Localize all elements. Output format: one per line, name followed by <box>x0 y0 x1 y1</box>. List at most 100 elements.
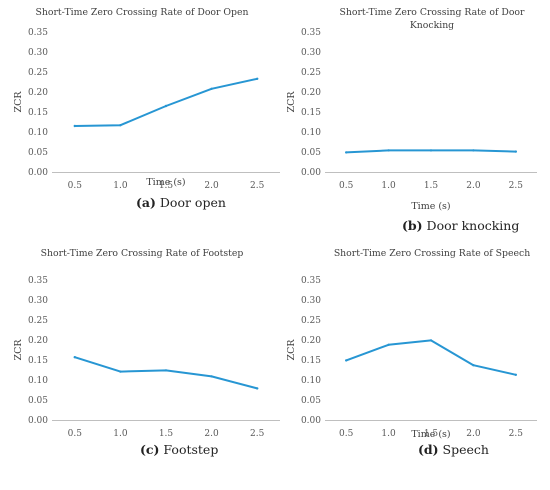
x-tick-label: 2.5 <box>250 181 265 191</box>
data-point <box>210 375 213 378</box>
caption-text: Door open <box>156 195 226 210</box>
panel-caption: (b) Door knocking <box>402 218 519 233</box>
chart-panel-3: Short-Time Zero Crossing Rate of Footste… <box>13 248 280 457</box>
data-point <box>429 149 433 152</box>
data-point <box>256 77 259 81</box>
data-point <box>387 343 390 346</box>
caption-letter: (b) <box>402 218 423 233</box>
x-tick-label: 0.5 <box>68 181 83 191</box>
x-tick-label: 2.0 <box>204 181 219 191</box>
y-tick-label: 0.05 <box>301 148 321 158</box>
series-line <box>345 339 517 376</box>
data-point <box>429 339 433 342</box>
y-tick-label: 0.00 <box>28 168 48 178</box>
chart-title-line: Short-Time Zero Crossing Rate of Door Op… <box>36 7 249 18</box>
data-point <box>514 150 517 153</box>
y-tick-label: 0.00 <box>28 416 48 426</box>
x-tick-label: 2.5 <box>509 181 524 191</box>
x-tick-label: 1.0 <box>381 429 396 439</box>
data-point <box>73 356 77 359</box>
data-point <box>73 124 77 128</box>
x-tick-label: 0.5 <box>68 429 83 439</box>
chart-title-line: Short-Time Zero Crossing Rate of Speech <box>334 248 530 259</box>
data-point <box>164 369 168 372</box>
data-point <box>472 364 475 367</box>
x-tick-label: 2.0 <box>466 181 481 191</box>
x-tick-label: 1.0 <box>113 429 128 439</box>
x-axis-label: Time (s) <box>411 429 450 440</box>
data-point <box>119 370 122 373</box>
y-tick-label: 0.00 <box>301 168 321 178</box>
panel-caption: (c) Footstep <box>140 442 218 457</box>
chart-panel-1: Short-Time Zero Crossing Rate of Door Op… <box>13 7 280 210</box>
x-tick-label: 0.5 <box>339 181 354 191</box>
y-tick-label: 0.10 <box>301 128 321 138</box>
y-tick-label: 0.15 <box>28 108 48 118</box>
y-tick-label: 0.25 <box>301 68 321 78</box>
x-tick-label: 1.0 <box>113 181 128 191</box>
chart-title-line: Short-Time Zero Crossing Rate of Door <box>340 7 526 18</box>
series-line <box>73 77 259 127</box>
data-point <box>345 359 348 362</box>
x-axis-label: Time (s) <box>146 177 185 188</box>
caption-text: Footstep <box>159 442 218 457</box>
y-tick-label: 0.15 <box>301 356 321 366</box>
x-axis-label: Time (s) <box>411 201 450 212</box>
y-axis-label: ZCR <box>13 91 24 113</box>
y-tick-label: 0.30 <box>301 296 321 306</box>
data-point <box>210 87 213 91</box>
series-line <box>73 356 259 390</box>
caption-letter: (d) <box>418 442 439 457</box>
y-tick-label: 0.30 <box>28 48 48 58</box>
y-axis-label: ZCR <box>13 339 24 361</box>
y-tick-label: 0.20 <box>28 336 48 346</box>
x-tick-label: 1.5 <box>159 181 174 191</box>
panel-caption: (d) Speech <box>418 442 489 457</box>
y-tick-label: 0.20 <box>301 88 321 98</box>
y-axis-label: ZCR <box>286 339 297 361</box>
x-tick-label: 2.5 <box>250 429 265 439</box>
y-tick-label: 0.35 <box>28 276 48 286</box>
data-point <box>387 149 390 152</box>
y-axis-label: ZCR <box>286 91 297 113</box>
y-tick-label: 0.15 <box>28 356 48 366</box>
caption-letter: (c) <box>140 442 159 457</box>
x-tick-label: 1.5 <box>424 429 439 439</box>
chart-title-line: Knocking <box>410 20 454 31</box>
y-tick-label: 0.05 <box>28 148 48 158</box>
y-tick-label: 0.20 <box>28 88 48 98</box>
data-point <box>472 149 475 152</box>
y-tick-label: 0.25 <box>301 316 321 326</box>
x-tick-label: 2.0 <box>466 429 481 439</box>
data-point <box>345 151 348 154</box>
y-tick-label: 0.10 <box>28 376 48 386</box>
data-point <box>514 373 517 376</box>
x-tick-label: 1.5 <box>424 181 439 191</box>
y-tick-label: 0.20 <box>301 336 321 346</box>
panel-caption: (a) Door open <box>136 195 226 210</box>
x-tick-label: 2.0 <box>204 429 219 439</box>
caption-letter: (a) <box>136 195 156 210</box>
y-tick-label: 0.00 <box>301 416 321 426</box>
caption-text: Door knocking <box>423 218 520 233</box>
chart-panel-4: Short-Time Zero Crossing Rate of Speech Z… <box>286 248 537 457</box>
y-tick-label: 0.10 <box>28 128 48 138</box>
chart-title-line: Short-Time Zero Crossing Rate of Footste… <box>41 248 244 259</box>
y-tick-label: 0.30 <box>28 296 48 306</box>
data-point <box>119 124 122 127</box>
data-point <box>256 387 259 390</box>
y-tick-label: 0.30 <box>301 48 321 58</box>
x-tick-label: 2.5 <box>509 429 524 439</box>
y-tick-label: 0.05 <box>301 396 321 406</box>
chart-panel-2: Short-Time Zero Crossing Rate of Door Kno… <box>286 7 537 233</box>
data-point <box>164 104 168 108</box>
x-tick-label: 1.0 <box>381 181 396 191</box>
y-tick-label: 0.35 <box>301 276 321 286</box>
y-tick-label: 0.10 <box>301 376 321 386</box>
y-tick-label: 0.25 <box>28 316 48 326</box>
x-tick-label: 1.5 <box>159 429 174 439</box>
caption-text: Speech <box>439 442 489 457</box>
y-tick-label: 0.15 <box>301 108 321 118</box>
y-tick-label: 0.35 <box>28 28 48 38</box>
